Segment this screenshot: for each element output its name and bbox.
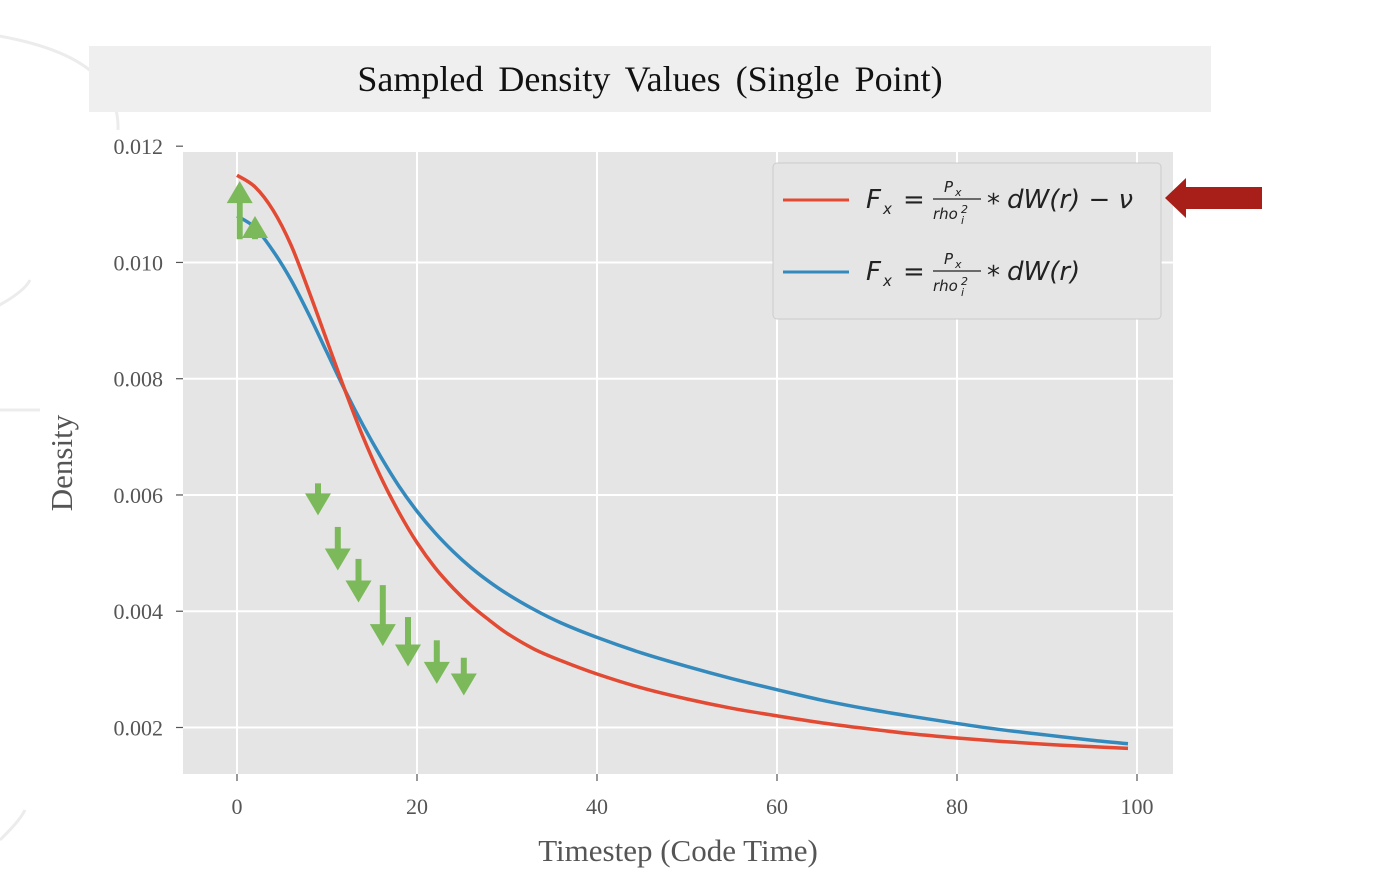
y-axis-ticks: 0.002 0.004 0.006 0.008 0.010 0.012 bbox=[114, 134, 183, 740]
svg-text:2: 2 bbox=[961, 203, 968, 216]
x-tick-label: 40 bbox=[586, 794, 608, 819]
difference-arrows bbox=[226, 181, 477, 696]
y-tick-label: 0.006 bbox=[114, 483, 164, 508]
up-arrow bbox=[242, 215, 268, 240]
svg-text:rho: rho bbox=[933, 205, 958, 223]
svg-text:=: = bbox=[903, 185, 925, 215]
svg-text:=: = bbox=[903, 257, 925, 287]
down-arrow bbox=[423, 640, 450, 684]
svg-text:*: * bbox=[987, 261, 1000, 291]
y-tick-label: 0.004 bbox=[114, 599, 164, 624]
y-tick-label: 0.012 bbox=[114, 134, 164, 159]
svg-text:*: * bbox=[987, 189, 1000, 219]
svg-text:x: x bbox=[954, 258, 962, 271]
svg-text:F: F bbox=[866, 185, 882, 215]
svg-text:x: x bbox=[882, 200, 892, 218]
x-axis-label: Timestep (Code Time) bbox=[538, 833, 818, 868]
series-lines bbox=[236, 173, 1129, 751]
svg-text:dW(r): dW(r) bbox=[1007, 257, 1080, 287]
x-tick-label: 0 bbox=[232, 794, 243, 819]
svg-text:2: 2 bbox=[961, 275, 968, 288]
svg-text:i: i bbox=[961, 286, 964, 299]
x-tick-label: 60 bbox=[766, 794, 788, 819]
legend: F x = P x rho 2 i * dW(r) − ν F x = P x … bbox=[772, 162, 1162, 320]
y-tick-label: 0.008 bbox=[114, 367, 164, 392]
chart-title-band: Sampled Density Values (Single Point) bbox=[89, 46, 1211, 112]
x-tick-label: 20 bbox=[406, 794, 428, 819]
down-arrow bbox=[345, 558, 372, 603]
svg-text:dW(r) − ν: dW(r) − ν bbox=[1007, 185, 1133, 215]
series-line-1 bbox=[236, 173, 1129, 751]
svg-text:x: x bbox=[954, 186, 962, 199]
svg-text:P: P bbox=[944, 250, 954, 268]
down-arrow bbox=[324, 526, 351, 571]
svg-text:P: P bbox=[944, 178, 954, 196]
y-axis-label: Density bbox=[44, 414, 79, 511]
x-axis-ticks: 0 20 40 60 80 100 bbox=[232, 774, 1154, 819]
svg-text:F: F bbox=[866, 257, 882, 287]
x-tick-label: 80 bbox=[946, 794, 968, 819]
y-tick-label: 0.002 bbox=[114, 715, 164, 740]
y-tick-label: 0.010 bbox=[114, 250, 164, 275]
legend-box bbox=[772, 162, 1162, 320]
down-arrow bbox=[369, 585, 396, 647]
down-arrow bbox=[450, 657, 477, 696]
up-arrow bbox=[226, 181, 253, 240]
chart-title: Sampled Density Values (Single Point) bbox=[357, 59, 943, 99]
down-arrow bbox=[305, 483, 331, 516]
legend-pointer-arrow bbox=[1165, 178, 1262, 218]
x-tick-label: 100 bbox=[1121, 794, 1154, 819]
svg-text:rho: rho bbox=[933, 277, 958, 295]
legend-label-series-2: F x = P x rho 2 i * dW(r) bbox=[866, 250, 1080, 299]
legend-label-series-1: F x = P x rho 2 i * dW(r) − ν bbox=[866, 178, 1133, 227]
series-line-2 bbox=[236, 214, 1129, 746]
svg-text:i: i bbox=[961, 214, 964, 227]
svg-text:x: x bbox=[882, 272, 892, 290]
down-arrow bbox=[395, 617, 421, 667]
